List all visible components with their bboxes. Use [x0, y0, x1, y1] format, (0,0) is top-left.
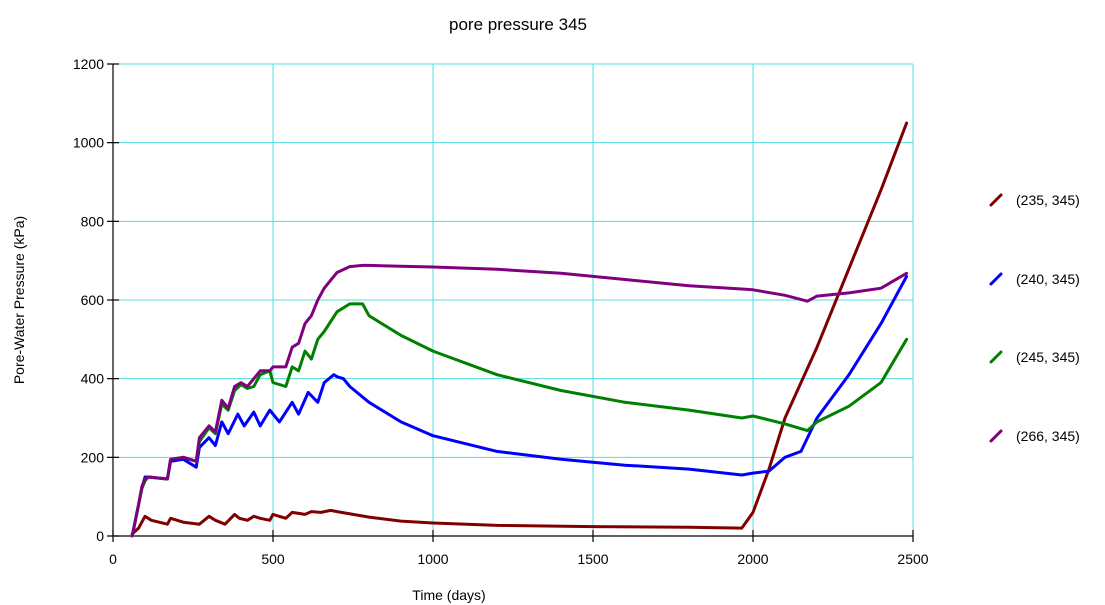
legend-label-3: (245, 345) — [1016, 349, 1080, 365]
x-tick-label: 2500 — [897, 551, 928, 567]
series-line-1 — [130, 121, 909, 536]
legend-swatch-1 — [989, 193, 1003, 207]
y-tick-label: 400 — [81, 371, 105, 387]
legend: (235, 345) (240, 345) (245, 345) (266, 345) — [989, 192, 1080, 444]
x-ticks: 0 500 1000 1500 2000 2500 — [109, 530, 929, 567]
grid — [113, 63, 914, 536]
y-tick-label: 800 — [81, 213, 105, 229]
series-line-4 — [130, 263, 909, 538]
y-tick-label: 600 — [81, 292, 105, 308]
y-ticks: 0 200 400 600 800 1000 1200 — [73, 56, 119, 544]
y-tick-label: 1200 — [73, 56, 104, 72]
x-tick-label: 1000 — [417, 551, 448, 567]
y-axis-title: Pore-Water Pressure (kPa) — [11, 216, 27, 384]
x-tick-label: 2000 — [737, 551, 768, 567]
series-line-2 — [130, 274, 909, 538]
x-tick-label: 500 — [261, 551, 285, 567]
chart-title: pore pressure 345 — [449, 15, 587, 34]
legend-swatch-2 — [989, 272, 1003, 286]
y-tick-label: 0 — [96, 528, 104, 544]
y-tick-label: 200 — [81, 449, 105, 465]
legend-label-2: (240, 345) — [1016, 271, 1080, 287]
x-tick-label: 0 — [109, 551, 117, 567]
legend-label-4: (266, 345) — [1016, 428, 1080, 444]
series-group — [130, 121, 909, 538]
y-tick-label: 1000 — [73, 135, 104, 151]
x-axis-title: Time (days) — [412, 587, 485, 603]
legend-label-1: (235, 345) — [1016, 192, 1080, 208]
legend-swatch-3 — [989, 350, 1003, 364]
legend-swatch-4 — [989, 429, 1003, 443]
x-tick-label: 1500 — [577, 551, 608, 567]
